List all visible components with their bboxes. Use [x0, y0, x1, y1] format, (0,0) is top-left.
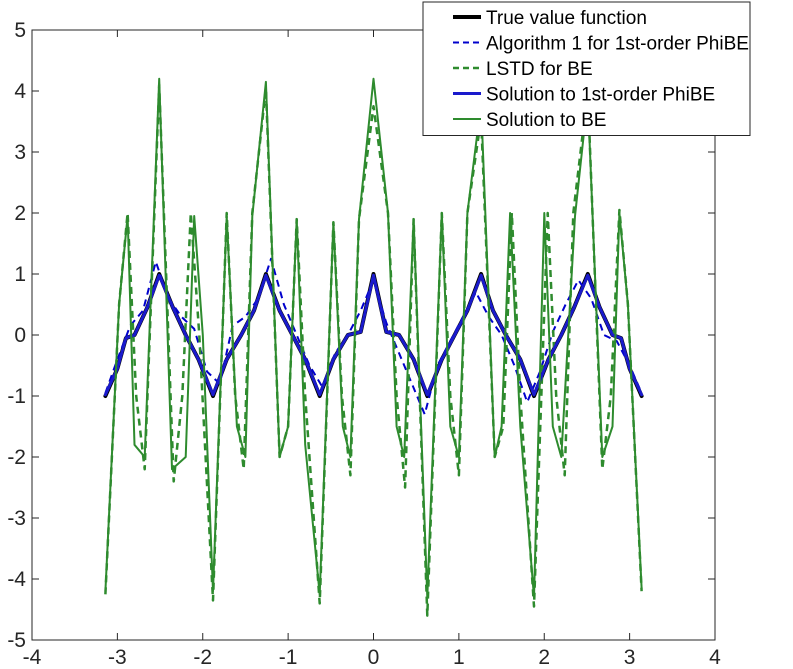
y-ticks: -5 -4 -3 -2 -1 0 1 2 3 4 5: [7, 19, 715, 652]
y-tick-label: 4: [14, 80, 26, 103]
y-tick-label: 0: [14, 324, 26, 347]
y-tick-label: -3: [7, 507, 26, 530]
y-tick-label: -4: [7, 568, 26, 591]
x-tick-label: 0: [368, 646, 380, 669]
x-tick-label: 4: [709, 646, 721, 669]
y-tick-label: -1: [7, 385, 26, 408]
x-ticks: -4 -3 -2 -1 0 1 2 3 4: [23, 30, 721, 669]
y-tick-label: 1: [14, 263, 26, 286]
x-tick-label: -2: [193, 646, 212, 669]
x-tick-label: 1: [453, 646, 465, 669]
legend-label: True value function: [486, 8, 647, 29]
legend-label: Solution to BE: [486, 110, 606, 131]
legend-label: LSTD for BE: [486, 59, 593, 80]
legend: True value function Algorithm 1 for 1st-o…: [422, 1, 751, 136]
series-layer: [103, 77, 644, 617]
y-tick-label: 3: [14, 141, 26, 164]
series-line-5: [104, 77, 643, 599]
y-tick-label: -2: [7, 446, 26, 469]
series-line-4: [103, 273, 644, 397]
x-tick-label: -3: [108, 646, 127, 669]
y-tick-label: 5: [14, 19, 26, 42]
x-tick-label: 2: [538, 646, 550, 669]
legend-label: Algorithm 1 for 1st-order PhiBE: [486, 34, 749, 55]
x-tick-label: 3: [624, 646, 636, 669]
y-tick-label: -5: [7, 629, 26, 652]
x-tick-label: -4: [23, 646, 42, 669]
legend-label: Solution to 1st-order PhiBE: [486, 85, 715, 106]
y-tick-label: 2: [14, 202, 26, 225]
x-tick-label: -1: [279, 646, 298, 669]
